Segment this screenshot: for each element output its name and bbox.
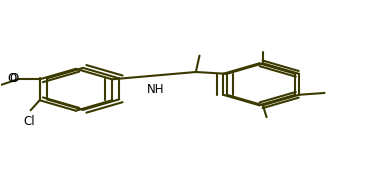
Text: Cl: Cl	[23, 115, 35, 128]
Text: O: O	[8, 72, 17, 85]
Text: NH: NH	[147, 83, 164, 96]
Text: O: O	[10, 72, 19, 85]
